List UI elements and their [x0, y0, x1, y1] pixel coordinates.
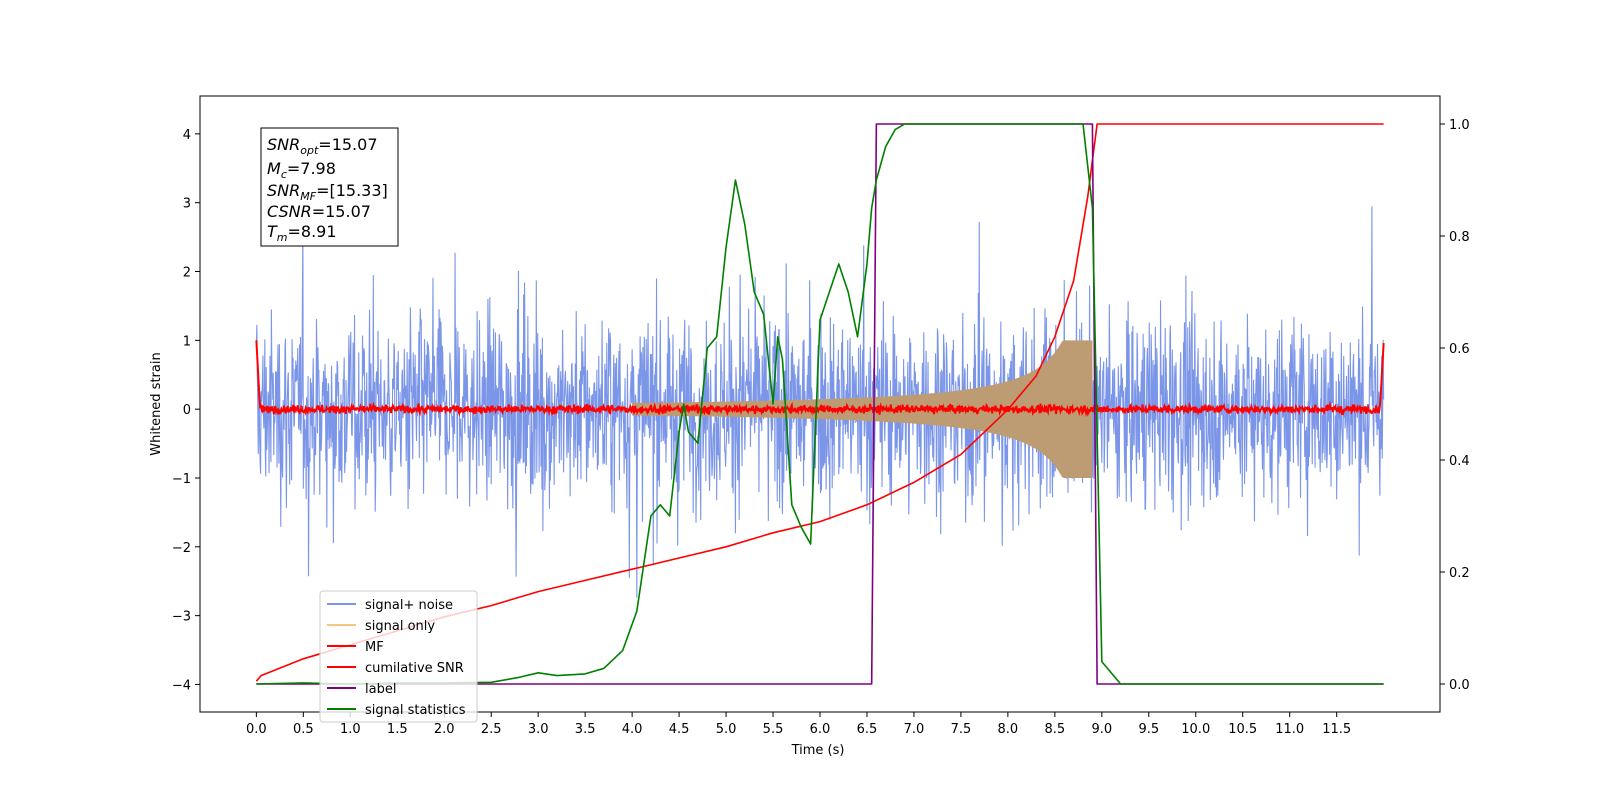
x-axis-title: Time (s)	[791, 743, 845, 758]
y-axis-left: −4 −3 −2 −1 0 1 2 3 4	[172, 128, 200, 693]
x-tick-label: 11.5	[1322, 722, 1351, 737]
legend: signal+ noise signal only MF cumilative …	[319, 590, 478, 723]
x-tick-label: 9.5	[1138, 722, 1159, 737]
y-tick-label: −4	[172, 678, 191, 693]
y-tick-label: −1	[172, 472, 191, 487]
annotation-line-csnr: CSNR=15.07	[267, 202, 371, 221]
annotation-line-tm: Tm=8.91	[267, 222, 337, 244]
annotation-line-snr-opt: SNRopt=15.07	[267, 135, 378, 157]
y-axis-right: 0.0 0.2 0.4 0.6 0.8 1.0	[1440, 118, 1470, 693]
legend-label-label: label	[365, 682, 396, 697]
x-axis: 0.0 0.5 1.0 1.5 2.0 2.5 3.0 3.5 4.0 4.5 5.0 5.5 6.0 6…	[246, 712, 1351, 737]
x-tick-label: 3.0	[528, 722, 549, 737]
y-right-tick-label: 0.2	[1449, 566, 1470, 581]
annotation-box-frame	[260, 127, 399, 247]
x-tick-label: 1.0	[340, 722, 361, 737]
annotation-box: SNRopt=15.07 Mc=7.98 SNRMF=[15.33] CSNR=…	[260, 127, 399, 247]
x-tick-label: 5.5	[763, 722, 784, 737]
y-tick-label: 3	[183, 197, 191, 212]
y-tick-label: −3	[172, 610, 191, 625]
x-tick-label: 6.5	[857, 722, 878, 737]
x-tick-label: 4.5	[669, 722, 690, 737]
x-tick-label: 1.5	[387, 722, 408, 737]
y-right-tick-label: 0.0	[1449, 678, 1470, 693]
mf-series-layer	[255, 340, 1385, 418]
y-tick-label: −2	[172, 541, 191, 556]
legend-frame	[319, 590, 478, 723]
x-tick-label: 8.5	[1045, 722, 1066, 737]
legend-label-signal-only: signal only	[365, 619, 435, 634]
x-tick-label: 10.0	[1181, 722, 1210, 737]
annotation-line-snr-mf: SNRMF=[15.33]	[267, 181, 388, 203]
x-tick-label: 10.5	[1228, 722, 1257, 737]
x-tick-label: 3.5	[575, 722, 596, 737]
y-tick-label: 4	[183, 128, 191, 143]
signal-statistics-line	[256, 123, 1384, 685]
legend-label-cumulative-snr: cumilative SNR	[365, 661, 464, 676]
x-tick-label: 7.0	[904, 722, 925, 737]
legend-label-mf: MF	[365, 640, 384, 655]
mf-line	[255, 340, 1385, 418]
legend-label-signal-noise: signal+ noise	[365, 598, 453, 613]
signal-noise-line	[255, 206, 1385, 598]
x-tick-label: 6.0	[810, 722, 831, 737]
y-right-tick-label: 0.6	[1449, 342, 1470, 357]
x-tick-label: 2.5	[481, 722, 502, 737]
noise-series-layer	[255, 206, 1385, 598]
y-tick-label: 0	[183, 403, 191, 418]
legend-label-signal-statistics: signal statistics	[365, 703, 466, 718]
y-right-tick-label: 0.4	[1449, 454, 1470, 469]
annotation-line-mc: Mc=7.98	[267, 159, 336, 181]
y-right-tick-label: 1.0	[1449, 118, 1470, 133]
x-tick-label: 0.0	[246, 722, 267, 737]
y-tick-label: 1	[183, 334, 191, 349]
x-tick-label: 9.0	[1091, 722, 1112, 737]
y-tick-label: 2	[183, 266, 191, 281]
x-tick-label: 11.0	[1275, 722, 1304, 737]
x-tick-label: 8.0	[998, 722, 1019, 737]
x-tick-label: 4.0	[622, 722, 643, 737]
x-tick-label: 7.5	[951, 722, 972, 737]
y-right-tick-label: 0.8	[1449, 230, 1470, 245]
y-axis-title: Whitened strain	[149, 352, 164, 455]
x-tick-label: 5.0	[716, 722, 737, 737]
x-tick-label: 2.0	[434, 722, 455, 737]
x-tick-label: 0.5	[293, 722, 314, 737]
